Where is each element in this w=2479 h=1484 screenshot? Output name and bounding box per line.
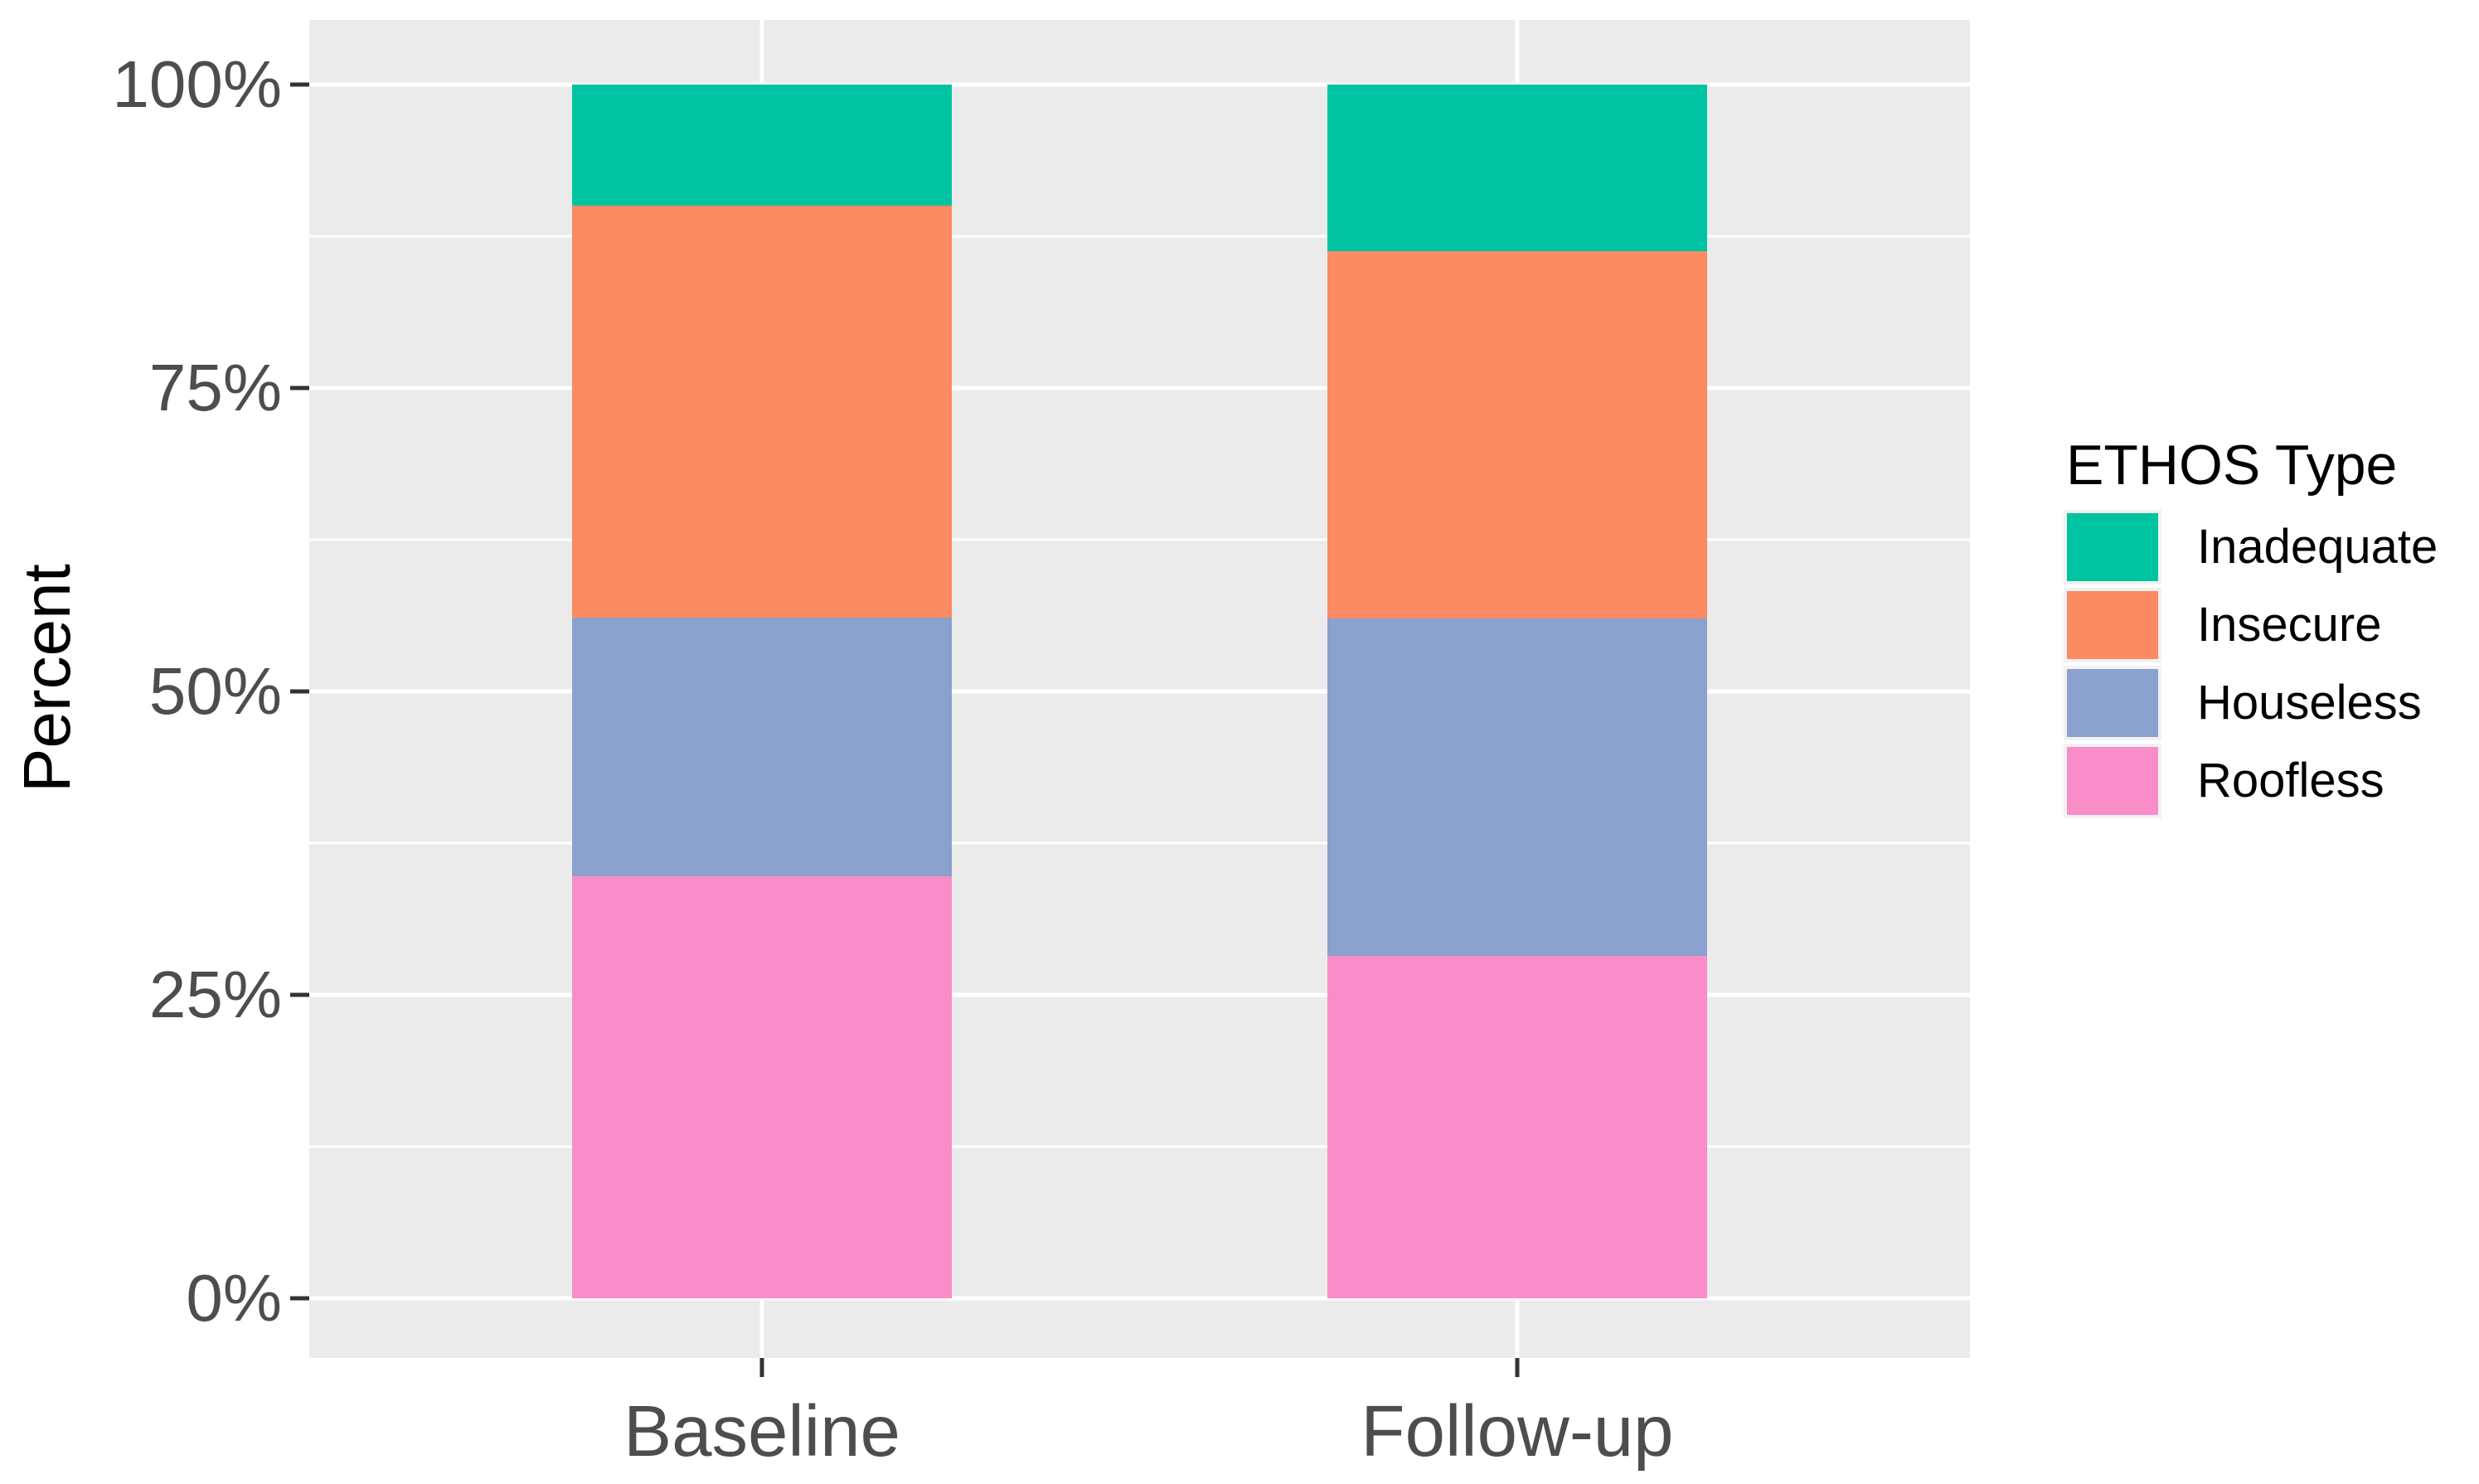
bar-baseline-inadequate (572, 85, 952, 206)
bar-baseline-insecure (572, 206, 952, 618)
gridline-major-25 (309, 992, 1970, 997)
legend-swatch-houseless (2067, 669, 2158, 737)
x-tick-label-follow-up: Follow-up (1361, 1391, 1674, 1472)
y-tick-label-0: 0% (186, 1261, 282, 1335)
legend-swatch-roofless (2067, 747, 2158, 815)
bar-follow-up-houseless (1327, 618, 1707, 957)
legend-label-insecure: Insecure (2197, 598, 2382, 652)
plot-panel (309, 20, 1970, 1358)
legend-label-inadequate: Inadequate (2197, 520, 2438, 574)
gridline-minor-37.5 (309, 841, 1970, 845)
legend-key-insecure (2064, 588, 2161, 662)
y-tick-75 (290, 386, 309, 390)
y-tick-label-50: 50% (148, 654, 282, 728)
y-tick-100 (290, 82, 309, 87)
gridline-major-75 (309, 386, 1970, 390)
legend-key-roofless (2064, 744, 2161, 818)
x-tick-baseline (759, 1358, 764, 1377)
x-tick-follow-up (1515, 1358, 1520, 1377)
legend-title: ETHOS Type (2066, 434, 2398, 497)
bar-follow-up-roofless (1327, 956, 1707, 1298)
legend-label-houseless: Houseless (2197, 676, 2422, 730)
y-tick-label-75: 75% (148, 351, 282, 424)
bar-follow-up-inadequate (1327, 85, 1707, 251)
legend-key-inadequate (2064, 510, 2161, 584)
gridline-major-50 (309, 689, 1970, 694)
y-tick-25 (290, 992, 309, 997)
gridline-major-0 (309, 1296, 1970, 1301)
gridline-minor-62.5 (309, 538, 1970, 541)
y-tick-label-100: 100% (112, 47, 282, 121)
legend-key-houseless (2064, 666, 2161, 740)
gridline-minor-87.5 (309, 235, 1970, 238)
x-tick-label-baseline: Baseline (623, 1391, 900, 1472)
y-tick-label-25: 25% (148, 958, 282, 1031)
legend-label-roofless: Roofless (2197, 754, 2384, 807)
bar-baseline-houseless (572, 617, 952, 876)
legend-swatch-inadequate (2067, 513, 2158, 581)
y-axis-title: Percent (10, 564, 84, 793)
bar-baseline-roofless (572, 875, 952, 1298)
y-tick-0 (290, 1296, 309, 1301)
gridline-major-100 (309, 82, 1970, 87)
y-tick-50 (290, 689, 309, 694)
legend-swatch-insecure (2067, 591, 2158, 659)
bar-follow-up-insecure (1327, 250, 1707, 619)
gridline-minor-12.5 (309, 1145, 1970, 1148)
